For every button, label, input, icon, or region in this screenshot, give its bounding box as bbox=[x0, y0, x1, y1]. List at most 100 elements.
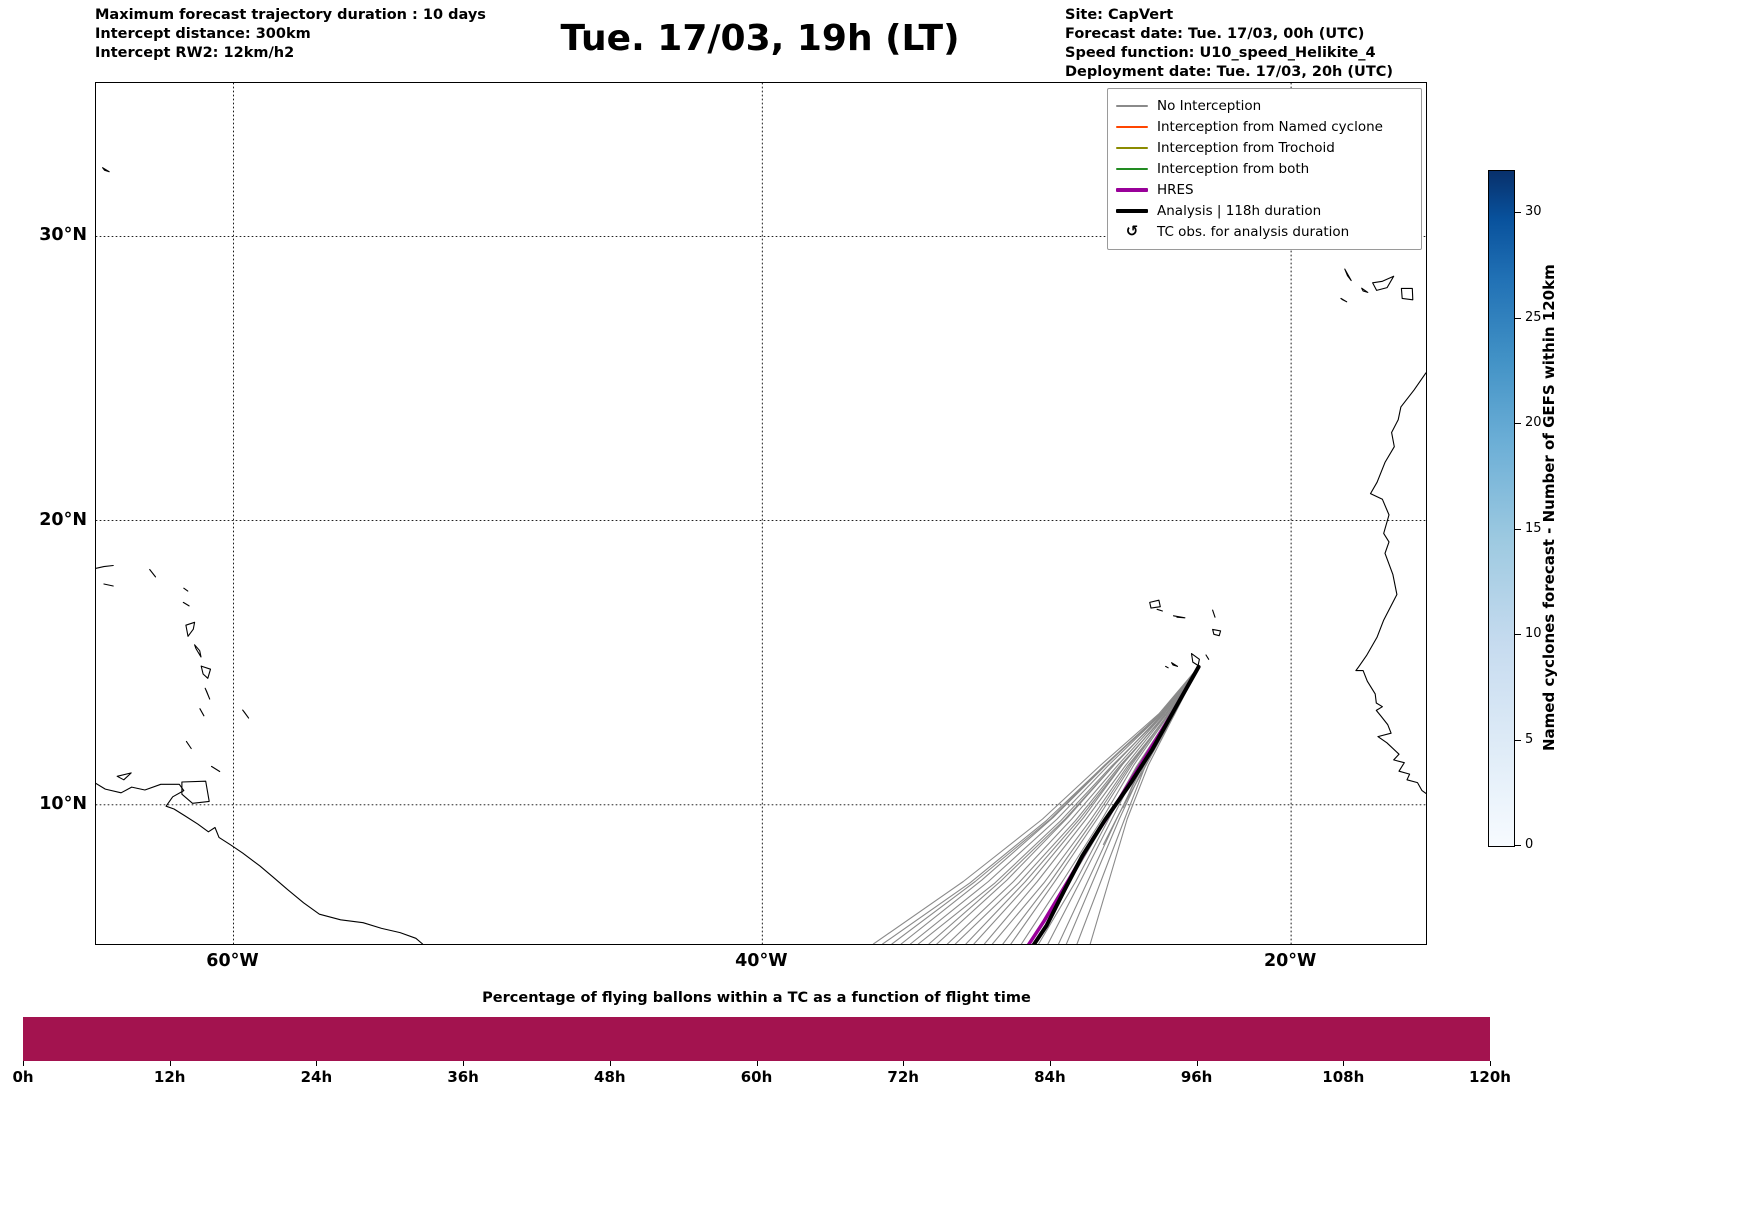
trajectory-no-interception bbox=[900, 666, 1200, 944]
tc-obs-icon: ↺ bbox=[1125, 222, 1139, 240]
trajectory-analysis-118h-duration bbox=[1031, 664, 1201, 944]
time-tick-label: 48h bbox=[594, 1068, 626, 1086]
lon-tick-label: 40°W bbox=[735, 951, 788, 971]
colorbar-tick-label: 20 bbox=[1525, 415, 1542, 431]
trajectory-no-interception bbox=[965, 666, 1200, 944]
time-tick-label: 84h bbox=[1034, 1068, 1066, 1086]
coastline bbox=[1212, 609, 1216, 618]
time-tick bbox=[1049, 1061, 1051, 1066]
legend-entry: Analysis | 118h duration bbox=[1116, 200, 1413, 221]
colorbar-tick bbox=[1515, 317, 1521, 319]
legend-label: Analysis | 118h duration bbox=[1157, 202, 1322, 219]
coastline bbox=[102, 167, 110, 173]
legend-entry: Interception from Named cyclone bbox=[1116, 116, 1413, 137]
time-tick bbox=[169, 1061, 171, 1066]
lon-tick-label: 20°W bbox=[1263, 951, 1317, 971]
legend: No Interception Interception from Named c… bbox=[1107, 88, 1422, 250]
coastline bbox=[96, 564, 114, 569]
legend-label: Interception from both bbox=[1157, 160, 1310, 177]
time-tick bbox=[1196, 1061, 1198, 1066]
colorbar-tick-label: 30 bbox=[1525, 204, 1542, 220]
trajectory-no-interception bbox=[954, 666, 1200, 944]
coastline bbox=[1340, 297, 1348, 303]
coastline bbox=[1361, 287, 1369, 293]
colorbar-tick-label: 0 bbox=[1525, 837, 1534, 852]
coastline bbox=[242, 709, 250, 719]
legend-line-sample-box bbox=[1116, 208, 1148, 213]
forecast-params-block: Maximum forecast trajectory duration : 1… bbox=[95, 6, 486, 63]
colorbar-tick bbox=[1515, 739, 1521, 741]
legend-line-sample bbox=[1116, 187, 1148, 192]
colorbar-tick bbox=[1515, 845, 1521, 846]
time-tick bbox=[463, 1061, 465, 1066]
legend-label: Interception from Trochoid bbox=[1157, 139, 1335, 156]
coastline bbox=[1212, 628, 1222, 637]
time-tick-label: 120h bbox=[1469, 1068, 1511, 1086]
legend-line-sample-box bbox=[1116, 125, 1148, 128]
coastline bbox=[200, 665, 212, 679]
legend-line-sample bbox=[1116, 167, 1148, 170]
coastline bbox=[183, 587, 189, 592]
time-tick-label: 12h bbox=[153, 1068, 186, 1086]
site-name: Site: CapVert bbox=[1065, 7, 1174, 23]
flight-time-bar-area bbox=[23, 1017, 1490, 1061]
forecast-date: Forecast date: Tue. 17/03, 00h (UTC) bbox=[1065, 26, 1365, 42]
param-intercept-distance: Intercept distance: 300km bbox=[95, 26, 311, 42]
param-max-duration: Maximum forecast trajectory duration : 1… bbox=[95, 7, 486, 23]
legend-label: Interception from Named cyclone bbox=[1157, 118, 1383, 135]
trajectory-no-interception bbox=[882, 666, 1200, 944]
colorbar-tick bbox=[1515, 634, 1521, 636]
coastline bbox=[1172, 615, 1186, 619]
coastline bbox=[185, 740, 192, 750]
lat-tick-label: 10°N bbox=[39, 793, 87, 814]
coastline bbox=[1344, 268, 1352, 282]
flight-time-chart-title: Percentage of flying ballons within a TC… bbox=[482, 990, 1031, 1006]
time-tick bbox=[903, 1061, 905, 1066]
coastline bbox=[149, 568, 157, 578]
colorbar-tick bbox=[1515, 212, 1521, 214]
colorbar-tick-label: 10 bbox=[1525, 626, 1542, 642]
coastline bbox=[96, 782, 424, 944]
colorbar-tick-label: 25 bbox=[1525, 309, 1542, 325]
coastline bbox=[194, 644, 202, 658]
deployment-date: Deployment date: Tue. 17/03, 20h (UTC) bbox=[1065, 64, 1393, 80]
trajectory-no-interception bbox=[928, 666, 1200, 944]
legend-line-sample bbox=[1116, 104, 1148, 107]
trajectory-no-interception bbox=[1076, 666, 1200, 944]
legend-entry: Interception from Trochoid bbox=[1116, 137, 1413, 158]
coastline bbox=[199, 708, 205, 717]
trajectory-no-interception bbox=[946, 666, 1200, 944]
colorbar-tick bbox=[1515, 528, 1521, 530]
coastline bbox=[1156, 608, 1163, 612]
lat-tick-label: 20°N bbox=[39, 509, 87, 530]
time-tick-label: 24h bbox=[300, 1068, 333, 1086]
map-panel: No Interception Interception from Named c… bbox=[95, 82, 1427, 945]
coastline bbox=[1355, 372, 1426, 794]
coastline bbox=[1190, 653, 1200, 667]
colorbar: 0 5 10 15 20 25 30 Named cyclones forecast - N… bbox=[1488, 170, 1608, 852]
legend-line-sample-box bbox=[1116, 187, 1148, 192]
time-tick-label: 60h bbox=[740, 1068, 773, 1086]
colorbar-label: Named cyclones forecast - Number of GEFS… bbox=[1540, 264, 1558, 751]
speed-function: Speed function: U10_speed_Helikite_4 bbox=[1065, 45, 1376, 61]
legend-label: No Interception bbox=[1157, 97, 1262, 114]
coastline bbox=[1205, 654, 1210, 660]
time-tick-label: 36h bbox=[447, 1068, 479, 1086]
coastline bbox=[185, 621, 196, 637]
trajectory-no-interception bbox=[872, 666, 1200, 944]
legend-entry: HRES bbox=[1116, 179, 1413, 200]
legend-line-sample bbox=[1116, 146, 1148, 149]
legend-label: TC obs. for analysis duration bbox=[1157, 223, 1350, 240]
coastline bbox=[1171, 662, 1179, 667]
coastline bbox=[210, 765, 221, 773]
time-tick bbox=[609, 1061, 611, 1066]
trajectory-no-interception bbox=[1089, 666, 1200, 944]
legend-entry: No Interception bbox=[1116, 95, 1413, 116]
time-tick-label: 108h bbox=[1322, 1068, 1365, 1086]
site-info-block: Site: CapVert Forecast date: Tue. 17/03,… bbox=[1065, 6, 1393, 82]
percentage-bar bbox=[23, 1017, 1490, 1061]
trajectory-no-interception bbox=[917, 666, 1200, 944]
legend-line-sample bbox=[1116, 125, 1148, 128]
coastline bbox=[204, 687, 211, 700]
legend-entry: ↺ TC obs. for analysis duration bbox=[1116, 221, 1413, 242]
